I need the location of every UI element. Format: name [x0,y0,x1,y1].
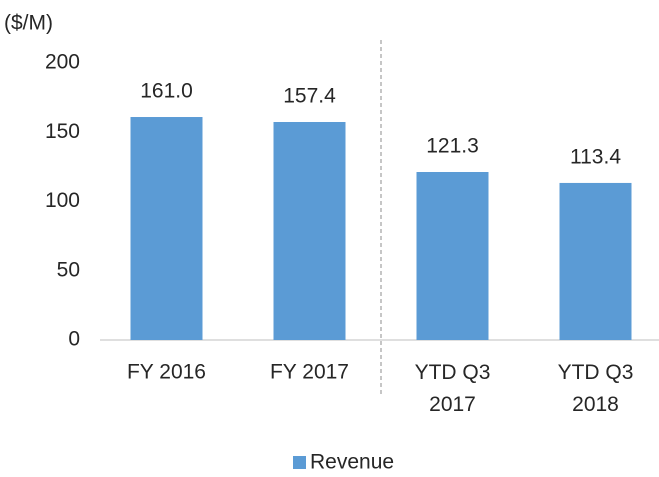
legend-swatch [293,456,306,469]
y-tick-label: 0 [68,328,80,351]
data-label: 113.4 [570,145,621,168]
y-tick-label: 200 [45,51,80,74]
y-tick-label: 150 [45,120,80,143]
data-label: 161.0 [140,80,193,103]
bar [416,171,489,340]
bar [273,122,346,340]
data-label: 121.3 [426,135,479,158]
x-tick-label: YTD Q3 2017 [415,361,491,416]
x-tick-label: FY 2017 [270,361,349,384]
y-tick-label: 50 [57,258,80,281]
legend-label: Revenue [310,451,394,474]
x-tick-label: FY 2016 [127,361,206,384]
bar [559,182,632,340]
y-tick-label: 100 [45,189,80,212]
data-label: 157.4 [283,85,336,108]
bar [130,117,203,340]
x-tick-label: YTD Q3 2018 [558,361,634,416]
y-axis-label: ($/M) [4,12,53,35]
